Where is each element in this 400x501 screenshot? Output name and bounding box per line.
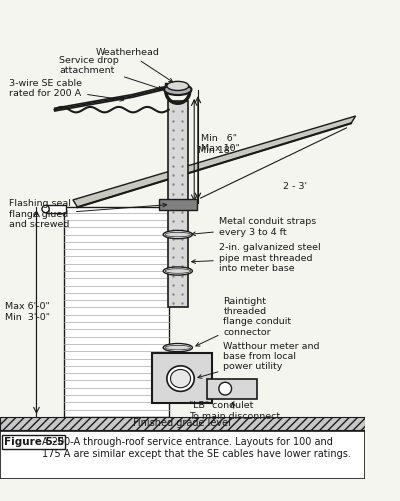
Ellipse shape [42,205,49,212]
Bar [0,431,365,479]
Bar [159,199,197,210]
Text: Metal conduit straps
every 3 to 4 ft: Metal conduit straps every 3 to 4 ft [192,217,316,236]
Text: Finished grade level: Finished grade level [134,418,231,428]
Ellipse shape [163,267,192,275]
Text: "LB" condulet
To main disconnect: "LB" condulet To main disconnect [189,401,280,421]
Bar [0,417,365,430]
Polygon shape [73,116,356,207]
Ellipse shape [165,345,190,350]
Bar [64,207,169,417]
Text: Max 6'-0"
Min  3'-0": Max 6'-0" Min 3'-0" [4,302,50,322]
Text: Flashing seal
flange glued
and screwed: Flashing seal flange glued and screwed [9,199,167,229]
Text: 2-in. galvanized steel
pipe mast threaded
into meter base: 2-in. galvanized steel pipe mast threade… [192,243,320,273]
Text: Figure 5-5: Figure 5-5 [4,437,64,447]
Ellipse shape [219,382,232,395]
Bar [46,205,66,212]
Bar [152,353,212,403]
Text: Raintight
threaded
flange conduit
connector: Raintight threaded flange conduit connec… [196,297,292,346]
Text: 3-wire SE cable
rated for 200 A: 3-wire SE cable rated for 200 A [9,79,124,101]
Ellipse shape [163,230,192,238]
Ellipse shape [163,344,192,352]
Text: A 200-A through-roof service entrance. Layouts for 100 and
175 A are similar exc: A 200-A through-roof service entrance. L… [42,437,351,458]
Ellipse shape [167,366,194,391]
Text: Service drop
attachment: Service drop attachment [59,56,162,90]
Text: 2 - 3': 2 - 3' [283,182,307,191]
Ellipse shape [165,269,190,273]
Text: Weatherhead: Weatherhead [96,48,173,82]
Text: Min   6"
Max 10": Min 6" Max 10" [202,134,240,153]
Text: Min 18": Min 18" [198,146,234,155]
Ellipse shape [164,84,192,95]
Ellipse shape [170,369,190,388]
Text: Watthour meter and
base from local
power utility: Watthour meter and base from local power… [198,342,320,378]
Ellipse shape [167,81,189,91]
Bar [207,379,257,399]
Ellipse shape [165,232,190,237]
Bar [168,101,188,308]
